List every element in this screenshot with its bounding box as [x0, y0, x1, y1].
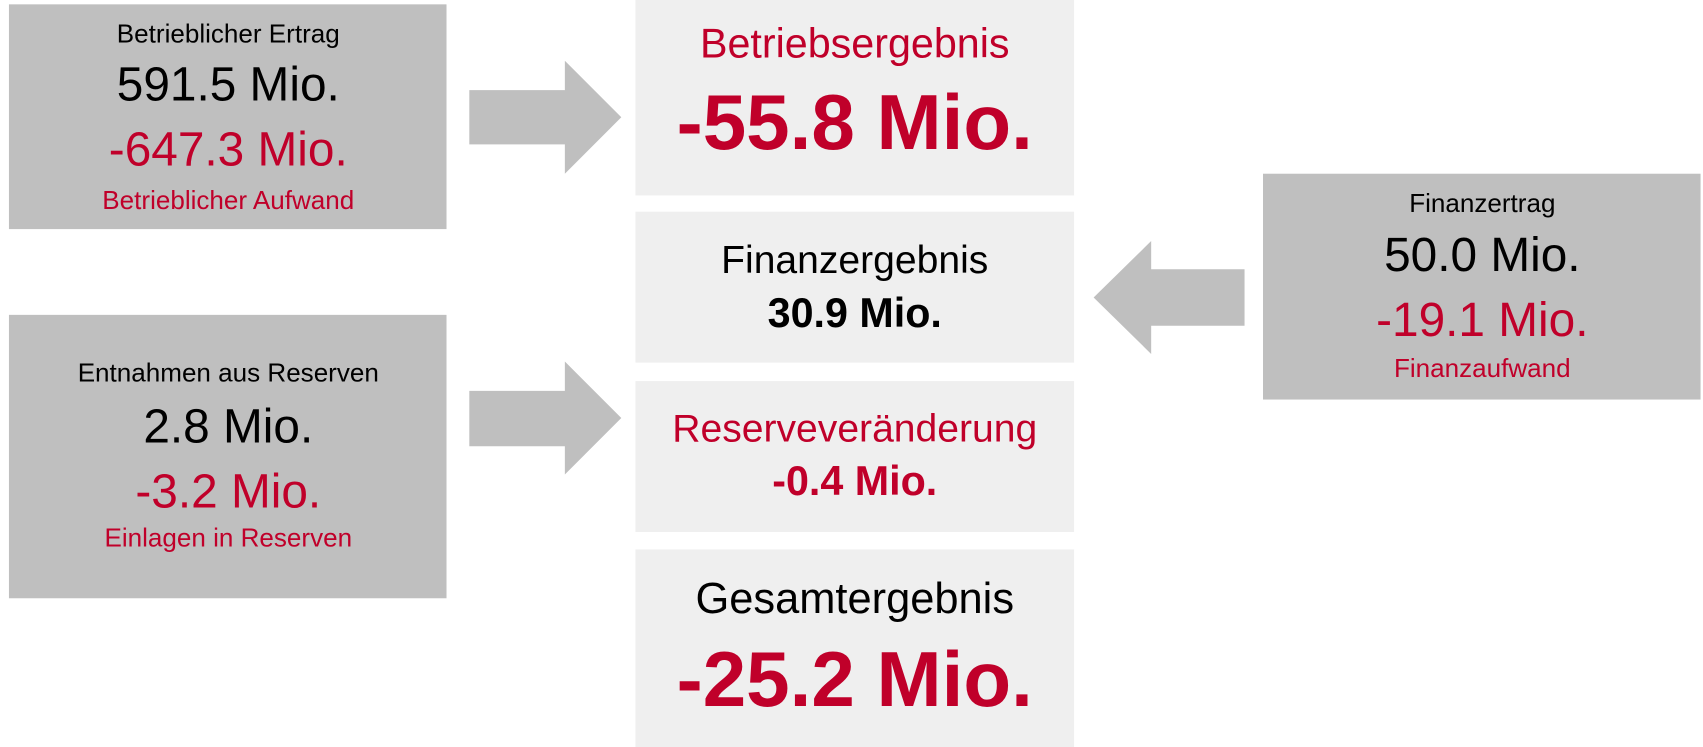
value: -55.8 Mio. [677, 78, 1033, 166]
value: 2.8 Mio. [143, 401, 313, 454]
label: Betrieblicher Ertrag [117, 19, 340, 49]
label: Betriebsergebnis [700, 21, 1010, 67]
value: 591.5 Mio. [117, 59, 340, 112]
label: Finanzergebnis [721, 239, 988, 282]
value: 30.9 Mio. [768, 290, 942, 336]
value: -25.2 Mio. [677, 635, 1033, 723]
result-box [635, 211, 1075, 363]
result-box [635, 381, 1075, 533]
source-box [1263, 173, 1701, 400]
arrow [469, 361, 622, 475]
value: -3.2 Mio. [135, 466, 321, 519]
label: Betrieblicher Aufwand [102, 185, 354, 215]
label: Finanzertrag [1409, 188, 1555, 218]
value: 50.0 Mio. [1384, 229, 1580, 282]
value: -0.4 Mio. [772, 458, 937, 504]
label: Entnahmen aus Reserven [78, 357, 379, 387]
result-box [635, 0, 1075, 196]
label: Einlagen in Reserven [104, 522, 352, 552]
source-box [8, 4, 447, 230]
label: Gesamtergebnis [695, 575, 1014, 623]
source-box [8, 314, 447, 599]
value: -647.3 Mio. [109, 124, 348, 177]
arrow [469, 60, 622, 174]
value: -19.1 Mio. [1376, 294, 1588, 347]
label: Reserveveränderung [672, 407, 1037, 450]
arrow [1093, 241, 1245, 354]
label: Finanzaufwand [1394, 353, 1571, 383]
result-box [635, 549, 1075, 747]
